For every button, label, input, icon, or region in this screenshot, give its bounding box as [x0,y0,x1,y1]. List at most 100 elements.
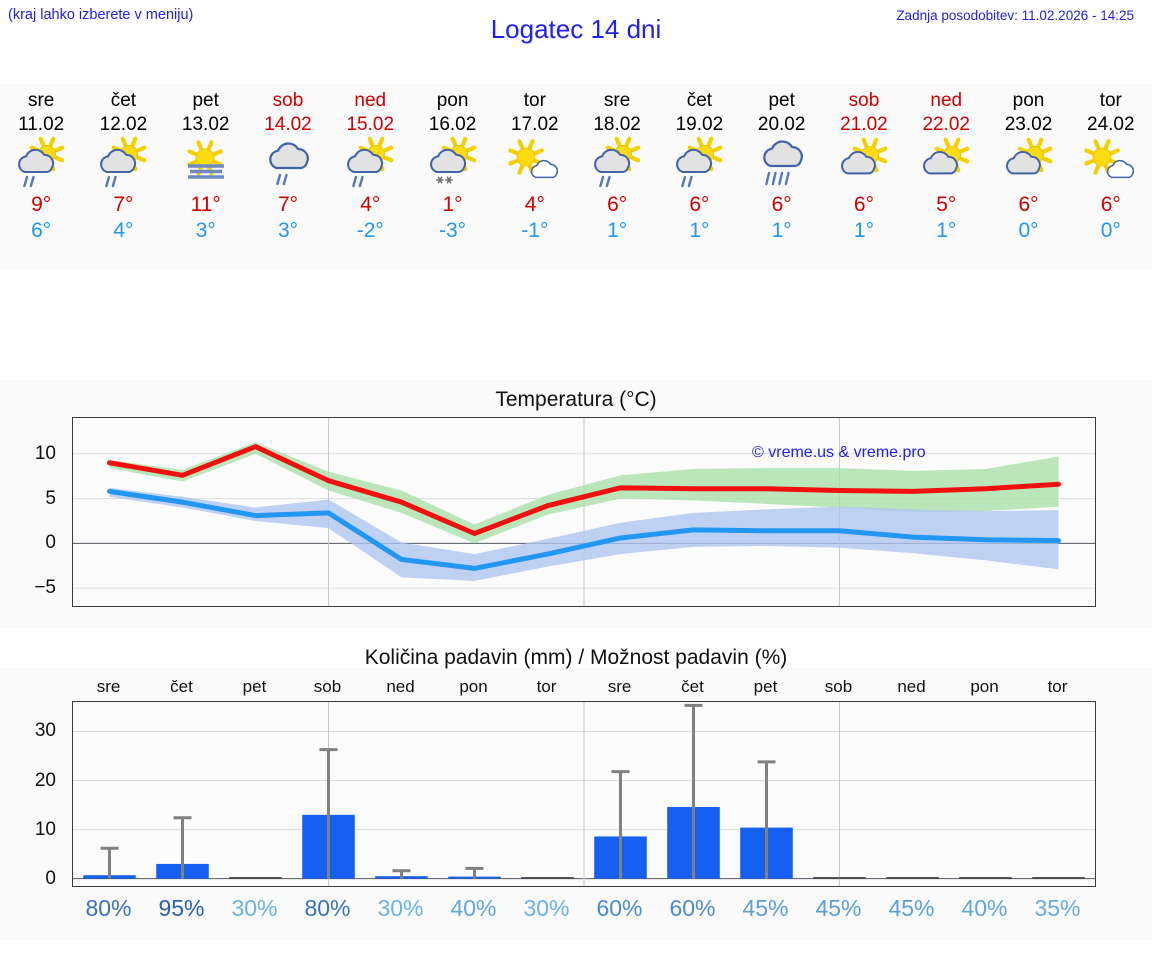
day-date: 23.02 [1004,114,1053,135]
precipitation-probability: 40% [450,895,497,921]
temperature-max: 6° [771,193,792,216]
temperature-plot [72,417,1096,607]
precipitation-chart-title: Količina padavin (mm) / Možnost padavin … [364,646,788,669]
last-updated: Zadnja posodobitev: 11.02.2026 - 14:25 [896,8,1134,23]
day-column[interactable]: čet 19.02 6° 1° [658,84,740,270]
daily-forecast-strip: sre 11.02 9° 6° čet 12.02 7° 4° pet 13.02 11° 3° sob… [0,84,1152,270]
temperature-max: 5° [936,193,957,216]
precipitation-day-label: ned [386,677,415,696]
day-date: 16.02 [428,114,477,135]
precipitation-day-label: pon [970,677,999,696]
day-column[interactable]: pon 23.02 6° 0° [987,84,1069,270]
day-name: pet [768,90,795,111]
day-name: tor [523,90,546,111]
sun-fog-icon [176,139,236,191]
precipitation-probability: 95% [158,895,205,921]
day-column[interactable]: pet 13.02 11° 3° [165,84,247,270]
temperature-min: 4° [113,219,134,242]
temperature-y-tick: 0 [45,532,56,554]
temperature-series-svg [73,418,1095,606]
day-name: čet [686,90,713,111]
temperature-min: 3° [195,219,216,242]
day-name: pon [1012,90,1045,111]
precipitation-probability: 45% [815,895,862,921]
day-name: čet [110,90,137,111]
precipitation-day-label: pet [753,677,778,696]
day-column[interactable]: pon 16.02 1° -3° [411,84,493,270]
precipitation-probability: 30% [377,895,424,921]
day-column[interactable]: sob 14.02 7° 3° [247,84,329,270]
sun-cloud-icon-left [834,137,894,191]
sun-cloud-rain-icon [340,136,400,191]
precipitation-probability: 40% [961,895,1008,921]
temperature-y-tick: −5 [34,577,56,599]
day-date: 12.02 [99,114,148,135]
temperature-min: 0° [1018,219,1039,242]
temperature-panel: Temperatura (°C) 10 5 0 −5 © vreme.us & vre… [0,380,1152,628]
precipitation-day-label: pet [242,677,267,696]
temperature-min: 1° [771,219,792,242]
precipitation-day-label: sob [824,677,853,696]
sun-cloud-rain-icon [669,136,729,191]
temperature-max: 4° [524,193,545,216]
day-column[interactable]: sre 11.02 9° 6° [0,84,82,270]
sun-cloud-rain-icon [93,136,153,191]
day-date: 18.02 [593,114,641,135]
precipitation-probability: 30% [231,895,278,921]
temperature-max: 1° [442,193,463,216]
temperature-min: -2° [356,219,384,242]
cloud-rain-icon [258,139,318,191]
precipitation-day-label: sob [313,677,342,696]
day-name: pet [192,90,219,111]
temperature-min: 1° [936,219,957,242]
day-column[interactable]: tor 17.02 4° -1° [494,84,576,270]
day-column[interactable]: sre 18.02 6° 1° [576,84,658,270]
day-date: 19.02 [675,114,724,135]
temperature-min: -3° [439,219,467,242]
precipitation-day-label: čet [681,677,704,696]
day-date: 17.02 [511,114,559,135]
day-name: ned [930,90,963,111]
day-column[interactable]: pet 20.02 6° 1° [741,84,823,270]
precipitation-y-tick: 30 [34,720,56,742]
temperature-chart-title: Temperatura (°C) [495,388,657,411]
cloud-heavy-rain-icon [752,139,812,191]
day-column[interactable]: čet 12.02 7° 4° [82,84,164,270]
precipitation-probability: 30% [523,895,570,921]
temperature-max: 7° [113,193,134,216]
precipitation-day-label: sre [607,677,632,696]
precipitation-day-label: ned [897,677,926,696]
day-name: sob [848,90,880,111]
temperature-max: 6° [607,193,628,216]
day-column[interactable]: tor 24.02 6° 0° [1070,84,1152,270]
day-date: 13.02 [181,114,230,135]
temperature-y-tick: 5 [45,487,56,509]
day-column[interactable]: ned 22.02 5° 1° [905,84,987,270]
day-name: sob [272,90,304,111]
day-date: 21.02 [840,114,888,135]
temperature-max: 4° [360,193,381,216]
precipitation-day-label: pon [459,677,488,696]
temperature-y-tick: 10 [34,442,56,464]
day-name: pon [436,90,469,111]
precipitation-bars-svg [73,702,1095,886]
precipitation-plot [72,701,1096,887]
day-column[interactable]: sob 21.02 6° 1° [823,84,905,270]
sun-cloud-rain-icon [587,136,647,191]
precipitation-y-tick: 10 [34,818,56,840]
menu-hint: (kraj lahko izberete v meniju) [8,7,194,23]
temperature-max: 9° [31,193,52,216]
sun-cloud-rain-icon [11,136,71,191]
precipitation-day-label: tor [1047,677,1068,696]
precipitation-probability: 80% [304,895,351,921]
day-date: 14.02 [264,114,312,135]
page-header: (kraj lahko izberete v meniju) Logatec 1… [0,0,1152,60]
day-date: 20.02 [757,114,806,135]
day-column[interactable]: ned 15.02 4° -2° [329,84,411,270]
day-date: 15.02 [346,114,395,135]
temperature-min: 1° [689,219,710,242]
copyright-label: © vreme.us & vreme.pro [752,444,926,461]
sun-cloud-icon [505,139,565,191]
temperature-min: -1° [521,219,549,242]
